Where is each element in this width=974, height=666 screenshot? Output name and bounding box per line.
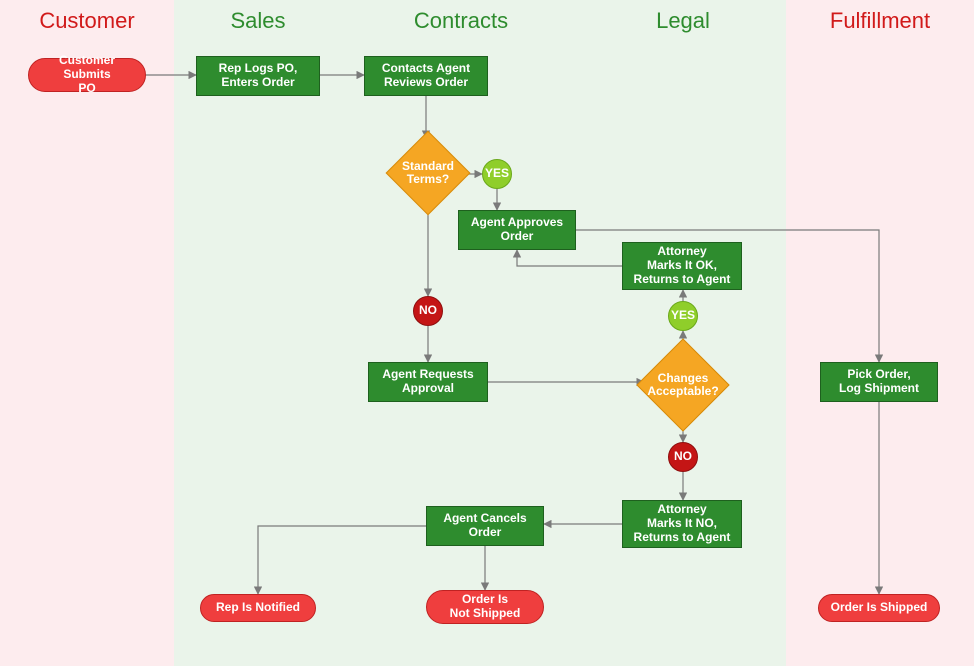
node-attno: AttorneyMarks It NO,Returns to Agent	[622, 500, 742, 548]
node-pick: Pick Order,Log Shipment	[820, 362, 938, 402]
node-changes: ChangesAcceptable?	[650, 352, 716, 418]
swimlane-flowchart: CustomerSalesContractsLegalFulfillment Cu…	[0, 0, 974, 666]
node-review: Contacts AgentReviews Order	[364, 56, 488, 96]
node-cancel: Agent CancelsOrder	[426, 506, 544, 546]
lane-legal: Legal	[580, 0, 786, 666]
node-no1: NO	[413, 296, 443, 326]
lane-contracts: Contracts	[342, 0, 580, 666]
lane-fulfillment: Fulfillment	[786, 0, 974, 666]
lane-customer: Customer	[0, 0, 174, 666]
node-notship: Order IsNot Shipped	[426, 590, 544, 624]
node-logpo: Rep Logs PO,Enters Order	[196, 56, 320, 96]
node-reqappr: Agent RequestsApproval	[368, 362, 488, 402]
lane-header-contracts: Contracts	[342, 8, 580, 34]
node-stdterms: StandardTerms?	[398, 143, 458, 203]
lane-header-sales: Sales	[174, 8, 342, 34]
node-label-changes: ChangesAcceptable?	[647, 372, 718, 398]
node-start: Customer SubmitsPO	[28, 58, 146, 92]
node-yes1: YES	[482, 159, 512, 189]
lane-header-fulfillment: Fulfillment	[786, 8, 974, 34]
node-shipped: Order Is Shipped	[818, 594, 940, 622]
lane-header-customer: Customer	[0, 8, 174, 34]
lane-sales: Sales	[174, 0, 342, 666]
node-yes2: YES	[668, 301, 698, 331]
node-repnote: Rep Is Notified	[200, 594, 316, 622]
node-approve: Agent ApprovesOrder	[458, 210, 576, 250]
node-attok: AttorneyMarks It OK,Returns to Agent	[622, 242, 742, 290]
node-no2: NO	[668, 442, 698, 472]
node-label-stdterms: StandardTerms?	[402, 160, 454, 186]
lane-header-legal: Legal	[580, 8, 786, 34]
